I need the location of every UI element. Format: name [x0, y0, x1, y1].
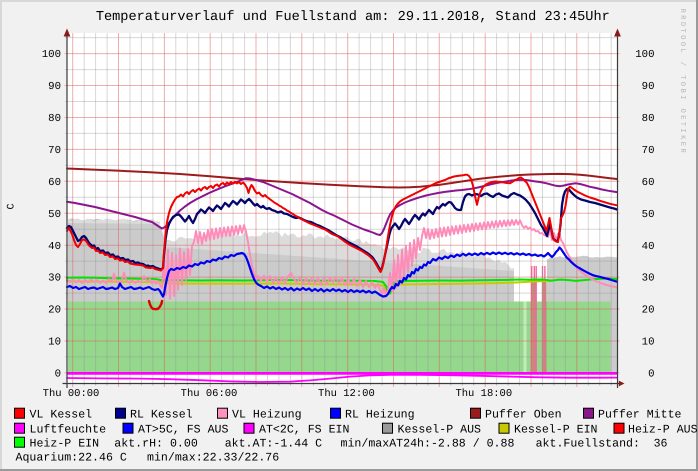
svg-text:100: 100 [635, 49, 654, 61]
svg-text:70: 70 [48, 145, 61, 157]
svg-text:Puffer Mitte: Puffer Mitte [598, 408, 682, 421]
svg-text:30: 30 [48, 273, 61, 285]
svg-text:min/maxAT24h:-2.88 / 0.88: min/maxAT24h:-2.88 / 0.88 [341, 437, 515, 450]
svg-text:50: 50 [642, 209, 655, 221]
svg-text:40: 40 [48, 241, 61, 253]
svg-text:90: 90 [642, 81, 655, 93]
svg-text:70: 70 [642, 145, 655, 157]
svg-text:AT<2C, FS EIN: AT<2C, FS EIN [259, 423, 349, 436]
svg-text:60: 60 [48, 177, 61, 189]
svg-text:60: 60 [642, 177, 655, 189]
svg-text:Heiz-P AUS: Heiz-P AUS [628, 423, 698, 436]
svg-text:Luftfeuchte: Luftfeuchte [30, 423, 107, 436]
svg-text:36: 36 [654, 437, 668, 450]
svg-text:Puffer Oben: Puffer Oben [485, 408, 562, 421]
svg-text:40: 40 [642, 241, 655, 253]
svg-text:Thu 00:00: Thu 00:00 [43, 388, 100, 400]
svg-text:0: 0 [648, 369, 654, 381]
svg-text:Temperaturverlauf und Fuellsta: Temperaturverlauf und Fuellstand am: 29.… [96, 10, 610, 25]
svg-text:RL Kessel: RL Kessel [130, 408, 193, 421]
svg-text:akt.AT:-1.44 C: akt.AT:-1.44 C [225, 437, 322, 450]
svg-text:0: 0 [55, 369, 61, 381]
svg-text:20: 20 [48, 305, 61, 317]
svg-text:50: 50 [48, 209, 61, 221]
svg-text:Heiz-P EIN: Heiz-P EIN [30, 437, 100, 450]
svg-text:Thu 18:00: Thu 18:00 [455, 388, 512, 400]
svg-text:Kessel-P AUS: Kessel-P AUS [398, 423, 482, 436]
svg-text:VL Heizung: VL Heizung [232, 408, 302, 421]
svg-text:AT>5C, FS AUS: AT>5C, FS AUS [138, 423, 228, 436]
svg-text:80: 80 [642, 113, 655, 125]
svg-text:Kessel-P EIN: Kessel-P EIN [514, 423, 598, 436]
svg-text:Thu 12:00: Thu 12:00 [318, 388, 375, 400]
svg-text:akt.rH: 0.00: akt.rH: 0.00 [114, 437, 198, 450]
svg-text:100: 100 [42, 49, 61, 61]
svg-text:akt.Fuellstand:: akt.Fuellstand: [536, 437, 640, 450]
svg-text:10: 10 [48, 337, 61, 349]
svg-text:RL Heizung: RL Heizung [345, 408, 415, 421]
svg-text:VL Kessel: VL Kessel [30, 408, 93, 421]
svg-text:30: 30 [642, 273, 655, 285]
svg-text:RRDTOOL / TOBI OETIKER: RRDTOOL / TOBI OETIKER [678, 9, 687, 156]
svg-text:20: 20 [642, 305, 655, 317]
svg-text:90: 90 [48, 81, 61, 93]
svg-text:min/max:22.33/22.76: min/max:22.33/22.76 [147, 451, 279, 464]
svg-text:C: C [7, 203, 18, 209]
svg-text:80: 80 [48, 113, 61, 125]
svg-text:10: 10 [642, 337, 655, 349]
svg-text:Thu 06:00: Thu 06:00 [181, 388, 238, 400]
svg-text:Aquarium:22.46 C: Aquarium:22.46 C [16, 451, 127, 464]
